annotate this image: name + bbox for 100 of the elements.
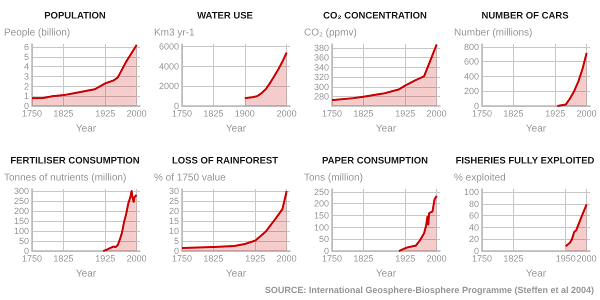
chart-title: LOSS OF RAINFOREST	[172, 156, 278, 166]
x-axis-title: Year	[76, 124, 97, 134]
y-tick-label: 20	[468, 234, 479, 244]
x-tick-label: 1750	[472, 254, 492, 264]
x-tick-label: 1825	[353, 254, 374, 264]
y-tick-label: 15	[168, 216, 179, 226]
y-tick-label: 6	[24, 42, 29, 52]
x-axis-title: Year	[526, 124, 547, 134]
y-tick-label: 360	[314, 52, 329, 63]
y-tick-label: 2	[24, 81, 29, 92]
y-tick-label: 340	[314, 62, 329, 72]
x-tick-label: 2000	[576, 254, 597, 264]
y-tick-label: 600	[464, 56, 479, 67]
x-axis-title: Year	[526, 268, 547, 280]
y-tick-label: 300	[314, 82, 329, 92]
x-axis-title: Year	[376, 124, 397, 134]
y-tick-label: 50	[18, 236, 29, 246]
y-axis-title: CO₂ (ppmv)	[304, 28, 357, 38]
y-tick-label: 0	[474, 101, 479, 111]
y-tick-label: 5	[174, 236, 179, 246]
y-axis-title: Km3 yr-1	[154, 28, 195, 38]
y-tick-label: 60	[468, 210, 479, 221]
y-tick-label: 3	[24, 71, 29, 82]
x-tick-label: 1825	[353, 108, 374, 118]
y-tick-label: 100	[464, 186, 479, 197]
x-tick-label: 1825	[53, 254, 74, 264]
y-tick-label: 250	[314, 186, 329, 197]
y-tick-label: 4000	[158, 61, 179, 72]
x-tick-label: 1750	[322, 254, 342, 264]
x-axis-title: Year	[76, 268, 97, 280]
x-tick-label: 2000	[576, 108, 597, 118]
y-tick-label: 1	[24, 91, 29, 102]
y-tick-label: 0	[324, 246, 329, 256]
y-tick-label: 150	[14, 216, 29, 226]
x-tick-label: 1925	[245, 254, 266, 264]
y-tick-label: 10	[168, 226, 179, 236]
y-axis-title: Number (millions)	[454, 28, 532, 38]
chart-title: PAPER CONSUMPTION	[322, 156, 428, 166]
x-tick-label: 2000	[276, 108, 297, 118]
x-tick-label: 1750	[172, 254, 192, 264]
chart-title: NUMBER OF CARS	[481, 10, 569, 22]
y-axis-title: % of 1750 value	[154, 172, 226, 184]
y-tick-label: 400	[464, 71, 479, 82]
x-tick-label: 1825	[53, 108, 74, 118]
x-tick-label: 2000	[426, 254, 447, 264]
y-tick-label: 200	[14, 206, 29, 216]
y-tick-label: 320	[314, 72, 329, 82]
y-tick-label: 4	[24, 62, 29, 72]
y-tick-label: 50	[318, 234, 329, 244]
x-axis-title: Year	[226, 124, 247, 134]
y-axis-title: % exploited	[454, 172, 506, 184]
x-axis-title: Year	[226, 268, 247, 280]
y-tick-label: 100	[314, 222, 329, 232]
x-tick-label: 1750	[22, 108, 42, 118]
y-tick-label: 150	[314, 210, 329, 221]
y-tick-label: 25	[168, 196, 179, 206]
x-tick-label: 2000	[276, 254, 297, 264]
chart-title: FISHERIES FULLY EXPLOITED	[456, 156, 595, 166]
y-tick-label: 40	[468, 222, 479, 232]
y-tick-label: 20	[168, 206, 179, 216]
y-tick-label: 100	[14, 226, 29, 236]
y-axis-title: Tons (million)	[304, 172, 363, 184]
y-tick-label: 5	[24, 52, 29, 62]
y-tick-label: 30	[168, 186, 179, 196]
y-tick-label: 0	[24, 246, 29, 256]
x-axis-title: Year	[376, 268, 397, 280]
y-tick-label: 200	[314, 198, 329, 209]
y-tick-label: 300	[14, 186, 29, 196]
chart-title: CO₂ CONCENTRATION	[323, 10, 428, 22]
y-tick-label: 0	[174, 246, 179, 256]
chart-title: FERTILISER CONSUMPTION	[10, 156, 140, 166]
x-tick-label: 1750	[322, 108, 342, 118]
y-tick-label: 80	[468, 198, 479, 209]
x-tick-label: 1825	[503, 108, 524, 118]
x-tick-label: 1925	[95, 254, 116, 264]
y-axis-title: People (billion)	[4, 28, 70, 38]
y-axis-title: Tonnes of nutrients (million)	[4, 172, 126, 184]
x-tick-label: 2000	[126, 254, 147, 264]
x-tick-label: 1825	[203, 108, 224, 118]
chart-title: WATER USE	[197, 10, 253, 22]
x-tick-label: 2000	[126, 108, 147, 118]
x-tick-label: 1925	[395, 108, 416, 118]
x-tick-label: 1925	[395, 254, 416, 264]
x-tick-label: 1950	[556, 254, 576, 264]
y-tick-label: 2000	[158, 81, 179, 92]
chart-title: POPULATION	[44, 10, 106, 22]
y-tick-label: 0	[474, 246, 479, 256]
x-tick-label: 1925	[95, 108, 116, 118]
y-tick-label: 800	[464, 42, 479, 52]
x-tick-label: 1750	[22, 254, 42, 264]
x-tick-label: 1750	[172, 108, 192, 118]
y-tick-label: 380	[314, 42, 329, 53]
y-tick-label: 200	[464, 86, 479, 96]
y-tick-label: 0	[24, 101, 29, 111]
y-tick-label: 280	[314, 92, 329, 102]
x-tick-label: 2000	[426, 108, 447, 118]
x-tick-label: 1825	[503, 254, 524, 264]
x-tick-label: 1825	[203, 254, 224, 264]
y-tick-label: 250	[14, 196, 29, 206]
y-tick-label: 6000	[158, 42, 179, 52]
